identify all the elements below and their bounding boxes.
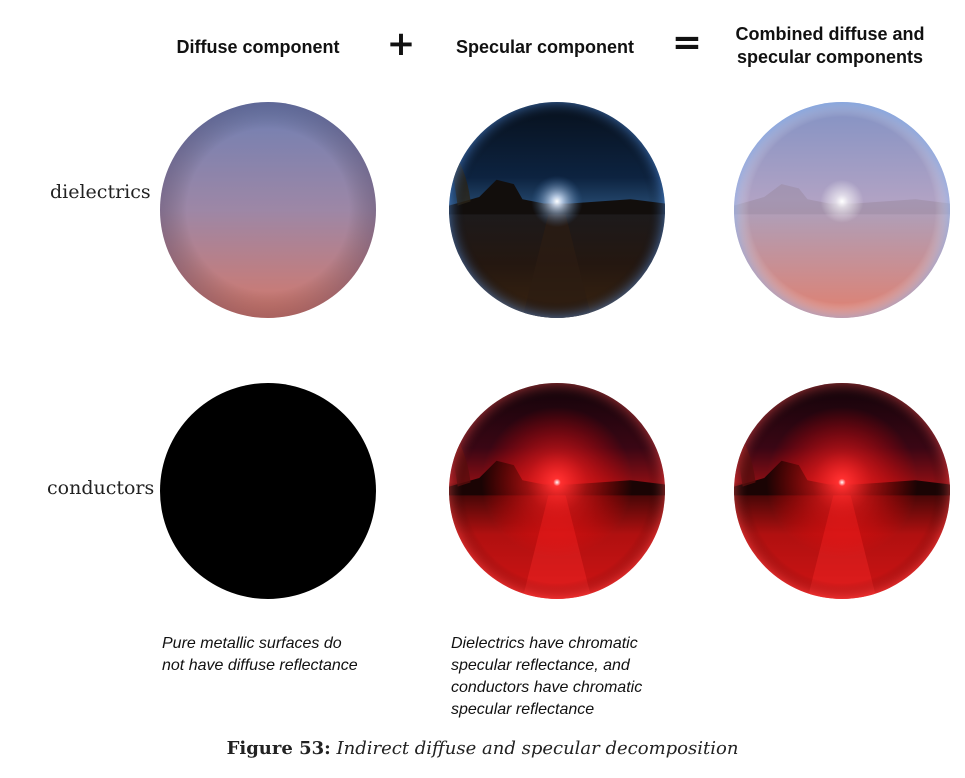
- row-label-dielectrics: dielectrics: [50, 181, 151, 203]
- header-combined-line2: specular components: [736, 47, 924, 67]
- plus-sign: +: [386, 24, 416, 64]
- header-specular: Specular component: [455, 37, 635, 57]
- header-diffuse: Diffuse component: [176, 37, 340, 57]
- note-chromatic-line: conductors have chromatic: [451, 679, 643, 696]
- note-chromatic: Dielectrics have chromatic specular refl…: [451, 633, 642, 721]
- sphere-conductor-diffuse: [160, 383, 376, 599]
- note-chromatic-line: specular reflectance: [451, 701, 595, 718]
- equals-sign: =: [671, 22, 703, 63]
- sphere-dielectric-combined: [734, 102, 950, 318]
- note-metallic: Pure metallic surfaces do not have diffu…: [162, 633, 358, 677]
- row-label-conductors: conductors: [47, 477, 155, 499]
- sphere-dielectric-specular: [449, 102, 665, 318]
- note-metallic-line: not have diffuse reflectance: [162, 657, 358, 674]
- figure-caption: Figure 53: Indirect diffuse and specular…: [0, 738, 965, 759]
- header-combined-line1: Combined diffuse and: [735, 24, 925, 44]
- sphere-conductor-combined: [734, 383, 950, 599]
- note-metallic-line: Pure metallic surfaces do: [162, 635, 342, 652]
- sphere-conductor-specular: [449, 383, 665, 599]
- sphere-dielectric-diffuse: [160, 102, 376, 318]
- figure-caption-text: Indirect diffuse and specular decomposit…: [336, 738, 739, 759]
- note-chromatic-line: specular reflectance, and: [451, 657, 630, 674]
- figure-caption-label: Figure 53:: [226, 738, 331, 759]
- header-combined: Combined diffuse and specular components: [718, 23, 942, 69]
- note-chromatic-line: Dielectrics have chromatic: [451, 635, 638, 652]
